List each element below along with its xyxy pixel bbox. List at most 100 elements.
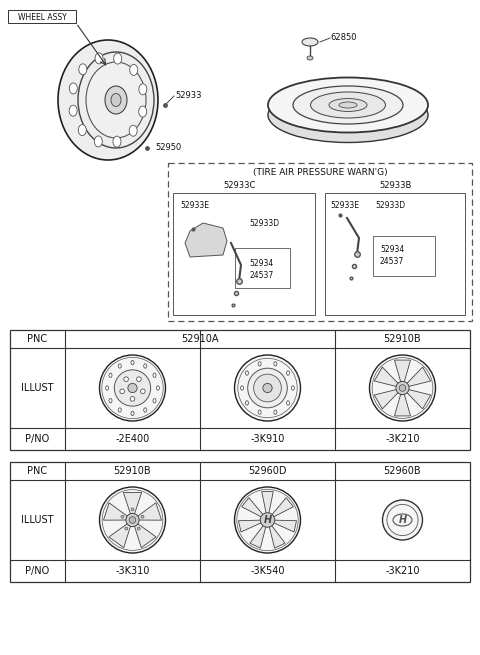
Text: -3K540: -3K540 — [250, 566, 285, 576]
Polygon shape — [185, 223, 227, 257]
Text: PNC: PNC — [27, 466, 48, 476]
Text: 52950: 52950 — [155, 143, 181, 153]
Ellipse shape — [307, 56, 313, 60]
Ellipse shape — [268, 88, 428, 143]
Circle shape — [99, 355, 166, 421]
Text: 52934: 52934 — [249, 259, 273, 267]
Ellipse shape — [153, 398, 156, 403]
Text: 52933D: 52933D — [375, 200, 405, 210]
Circle shape — [137, 377, 141, 381]
Polygon shape — [395, 360, 410, 382]
Ellipse shape — [274, 410, 277, 415]
Text: WHEEL ASSY: WHEEL ASSY — [18, 12, 66, 22]
Text: 52960D: 52960D — [248, 466, 287, 476]
Polygon shape — [269, 525, 285, 548]
Ellipse shape — [258, 410, 261, 415]
Polygon shape — [241, 498, 263, 517]
Text: 52933B: 52933B — [380, 181, 412, 189]
Polygon shape — [250, 525, 266, 548]
Text: 52960B: 52960B — [384, 466, 421, 476]
Circle shape — [128, 383, 137, 392]
Circle shape — [383, 500, 422, 540]
Text: 52933E: 52933E — [330, 200, 359, 210]
Ellipse shape — [302, 38, 318, 46]
Ellipse shape — [58, 40, 158, 160]
Polygon shape — [272, 498, 293, 517]
Circle shape — [124, 377, 129, 381]
Text: 62850: 62850 — [330, 33, 357, 43]
Circle shape — [125, 527, 128, 530]
Ellipse shape — [118, 364, 121, 368]
Ellipse shape — [291, 386, 294, 390]
Ellipse shape — [144, 364, 147, 368]
Ellipse shape — [118, 408, 121, 412]
Circle shape — [131, 508, 134, 511]
Ellipse shape — [131, 360, 134, 365]
Polygon shape — [374, 367, 398, 386]
Polygon shape — [104, 503, 127, 520]
Circle shape — [260, 513, 275, 527]
Ellipse shape — [144, 408, 147, 412]
Circle shape — [370, 355, 435, 421]
Text: 52933: 52933 — [175, 90, 202, 100]
Ellipse shape — [329, 98, 367, 111]
Text: 52933E: 52933E — [180, 200, 209, 210]
Text: -3K910: -3K910 — [250, 434, 285, 444]
Text: 24537: 24537 — [380, 257, 404, 265]
Ellipse shape — [245, 401, 249, 405]
Circle shape — [141, 515, 144, 518]
Bar — [8, 10, 76, 23]
Polygon shape — [123, 493, 142, 514]
Bar — [168, 163, 472, 321]
Polygon shape — [138, 503, 162, 520]
Circle shape — [99, 487, 166, 553]
Text: 52910B: 52910B — [384, 334, 421, 344]
Bar — [10, 330, 470, 450]
Ellipse shape — [245, 371, 249, 375]
Ellipse shape — [86, 62, 146, 138]
Ellipse shape — [287, 371, 289, 375]
Ellipse shape — [339, 102, 357, 108]
Text: 24537: 24537 — [249, 271, 273, 280]
Ellipse shape — [130, 64, 138, 75]
Circle shape — [121, 515, 124, 518]
Text: 52910B: 52910B — [114, 466, 151, 476]
Circle shape — [235, 487, 300, 553]
Text: -3K210: -3K210 — [385, 566, 420, 576]
Ellipse shape — [69, 83, 77, 94]
Text: H: H — [398, 515, 407, 525]
Circle shape — [126, 514, 139, 527]
Polygon shape — [374, 390, 398, 409]
Bar — [325, 193, 465, 315]
Text: H: H — [264, 515, 272, 525]
Polygon shape — [395, 394, 410, 416]
Ellipse shape — [293, 86, 403, 124]
Ellipse shape — [129, 125, 137, 136]
Ellipse shape — [156, 386, 159, 390]
Circle shape — [141, 389, 145, 394]
Text: -3K210: -3K210 — [385, 434, 420, 444]
Circle shape — [399, 384, 406, 391]
Polygon shape — [109, 524, 131, 548]
Polygon shape — [262, 491, 273, 514]
Text: -2E400: -2E400 — [115, 434, 150, 444]
Text: ILLUST: ILLUST — [21, 515, 54, 525]
Ellipse shape — [153, 373, 156, 377]
Circle shape — [235, 355, 300, 421]
Ellipse shape — [274, 362, 277, 366]
Ellipse shape — [240, 386, 243, 390]
Ellipse shape — [109, 373, 112, 377]
Ellipse shape — [258, 362, 261, 366]
Text: (TIRE AIR PRESSURE WARN'G): (TIRE AIR PRESSURE WARN'G) — [252, 168, 387, 176]
Polygon shape — [407, 367, 431, 386]
Text: P/NO: P/NO — [25, 434, 49, 444]
Circle shape — [253, 374, 281, 402]
Circle shape — [396, 381, 409, 394]
Ellipse shape — [111, 94, 121, 107]
Polygon shape — [239, 520, 262, 532]
Text: 52910A: 52910A — [181, 334, 219, 344]
Ellipse shape — [105, 86, 127, 114]
Ellipse shape — [95, 53, 103, 64]
Ellipse shape — [106, 386, 108, 390]
Text: ILLUST: ILLUST — [21, 383, 54, 393]
